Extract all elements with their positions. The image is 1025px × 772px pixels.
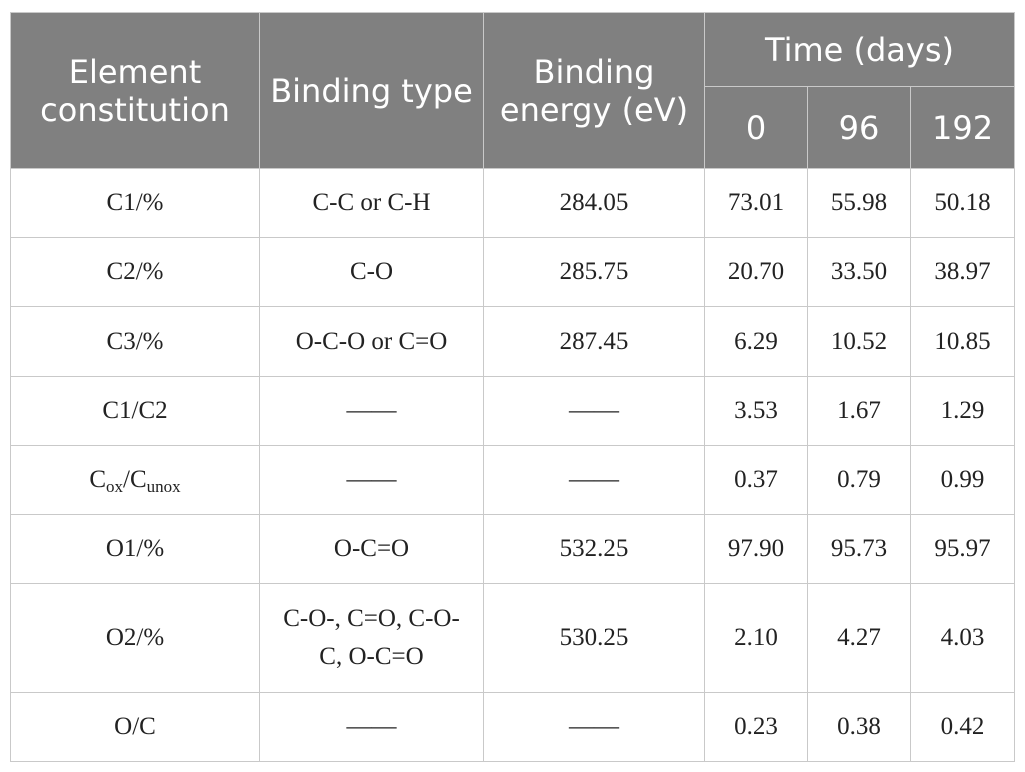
table-cell: 6.29 xyxy=(704,306,808,377)
table-cell: C1/% xyxy=(10,168,260,238)
subscript: unox xyxy=(146,477,181,496)
header-cell: 192 xyxy=(909,86,1016,169)
table-cell: 2.10 xyxy=(704,583,808,693)
header-cell: 0 xyxy=(704,86,808,169)
table-cell: 0.37 xyxy=(704,445,808,515)
table-cell: C2/% xyxy=(10,237,260,307)
subscript: ox xyxy=(106,477,124,496)
table-cell: 4.27 xyxy=(807,583,911,693)
table-cell: —— xyxy=(483,445,705,515)
header-cell: Element constitution xyxy=(10,12,260,169)
table-cell: —— xyxy=(483,376,705,446)
table-cell: 285.75 xyxy=(483,237,705,307)
table-cell: 38.97 xyxy=(909,237,1016,307)
table-cell: O/C xyxy=(10,692,260,762)
text-segment: C xyxy=(89,466,107,493)
table-cell: 55.98 xyxy=(807,168,911,238)
table-cell: 0.79 xyxy=(807,445,911,515)
table-row: O/C —— —— 0.23 0.38 0.42 xyxy=(10,692,1016,762)
table-cell: O2/% xyxy=(10,583,260,693)
header-cell: Binding type xyxy=(259,12,484,169)
table-cell: 532.25 xyxy=(483,514,705,584)
table-cell: Cox/Cunox xyxy=(10,445,260,515)
text-segment: /C xyxy=(123,466,147,493)
table-cell: 0.38 xyxy=(807,692,911,762)
table-cell: 10.85 xyxy=(909,306,1016,377)
table-row: C1/C2 —— —— 3.53 1.67 1.29 xyxy=(10,376,1016,446)
table-cell: 95.97 xyxy=(909,514,1016,584)
table-cell: O-C=O xyxy=(259,514,484,584)
table-cell: 20.70 xyxy=(704,237,808,307)
table-cell: C-C or C-H xyxy=(259,168,484,238)
table-cell: —— xyxy=(259,376,484,446)
table-cell: C1/C2 xyxy=(10,376,260,446)
table-cell: 33.50 xyxy=(807,237,911,307)
table-row: C3/% O-C-O or C=O 287.45 6.29 10.52 10.85 xyxy=(10,306,1016,377)
table-row: C2/% C-O 285.75 20.70 33.50 38.97 xyxy=(10,237,1016,307)
table-cell: —— xyxy=(259,445,484,515)
table-cell: C-O-, C=O, C-O-C, O-C=O xyxy=(259,583,484,693)
table-cell: 50.18 xyxy=(909,168,1016,238)
table-row: C1/% C-C or C-H 284.05 73.01 55.98 50.18 xyxy=(10,168,1016,238)
table-row: Cox/Cunox —— —— 0.37 0.79 0.99 xyxy=(10,445,1016,515)
table-cell: O-C-O or C=O xyxy=(259,306,484,377)
table-cell: 287.45 xyxy=(483,306,705,377)
table-cell: 95.73 xyxy=(807,514,911,584)
table-cell: 1.67 xyxy=(807,376,911,446)
table-cell: C-O xyxy=(259,237,484,307)
table-row: O2/% C-O-, C=O, C-O-C, O-C=O 530.25 2.10 4.2… xyxy=(10,583,1016,693)
table-cell: 0.42 xyxy=(909,692,1016,762)
table-cell: 10.52 xyxy=(807,306,911,377)
table-cell: —— xyxy=(259,692,484,762)
header-cell: 96 xyxy=(807,86,911,169)
table-cell: 3.53 xyxy=(704,376,808,446)
table-row: O1/% O-C=O 532.25 97.90 95.73 95.97 xyxy=(10,514,1016,584)
table-cell: O1/% xyxy=(10,514,260,584)
table-cell: —— xyxy=(483,692,705,762)
header-group: Time (days) xyxy=(703,12,1016,87)
table-cell: 1.29 xyxy=(909,376,1016,446)
table-cell: 97.90 xyxy=(704,514,808,584)
table-cell: 284.05 xyxy=(483,168,705,238)
table-cell: 530.25 xyxy=(483,583,705,693)
table-cell: 0.99 xyxy=(909,445,1016,515)
data-table: Element constitution Binding type Bindin… xyxy=(10,12,1016,762)
header-cell: Binding energy (eV) xyxy=(483,12,705,169)
table-cell: C3/% xyxy=(10,306,260,377)
table-cell: 73.01 xyxy=(704,168,808,238)
table-cell: 0.23 xyxy=(704,692,808,762)
table-cell: 4.03 xyxy=(909,583,1016,693)
